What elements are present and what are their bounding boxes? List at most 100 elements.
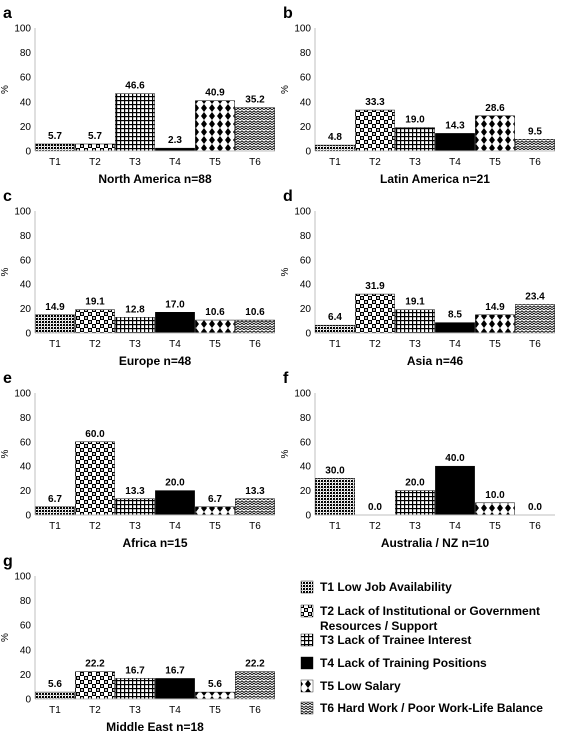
bar-T2 [355,293,395,334]
data-label: 0.0 [368,502,382,513]
legend-label: T5 Low Salary [320,679,401,693]
data-label: 35.2 [245,95,265,106]
legend: T1 Low Job Availability T2 Lack of Instit… [300,580,543,715]
y-axis-label: % [280,449,291,458]
data-label: 40.9 [205,88,225,99]
x-tick-label: T2 [369,157,381,168]
panel-letter: b [283,5,293,22]
bar-T2 [75,671,115,700]
y-tick-label: 40 [300,97,312,108]
panel-title: Europe n=48 [119,354,192,368]
y-tick-label: 0 [305,147,311,158]
x-tick-label: T5 [209,157,221,168]
x-tick-label: T1 [49,157,61,168]
y-tick-label: 20 [300,122,312,133]
x-tick-label: T1 [329,521,341,532]
x-tick-label: T6 [529,339,541,350]
panel-letter: a [3,5,12,22]
bar-T6 [515,304,555,334]
data-label: 16.7 [165,665,185,676]
legend-swatch [300,604,314,618]
bar-T3 [395,127,435,152]
data-label: 13.3 [245,486,265,497]
data-label: 5.7 [88,131,102,142]
y-tick-label: 80 [300,48,312,59]
y-tick-label: 100 [14,572,31,583]
y-tick-label: 0 [305,511,311,522]
bar-T5 [475,314,515,334]
bar-T1 [315,324,355,334]
bar-T3 [115,93,155,152]
y-tick-label: 40 [20,645,32,656]
y-tick-label: 60 [20,73,32,84]
panel-letter: c [3,188,12,205]
panel-title: Asia n=46 [407,354,464,368]
data-label: 5.6 [48,679,62,690]
x-tick-label: T2 [89,521,101,532]
bar-T4 [155,678,195,700]
data-label: 22.2 [85,659,105,670]
bar-T3 [115,317,155,334]
bar-T3 [395,490,435,516]
bar-T5 [475,115,515,152]
bar-T5 [195,319,235,334]
y-tick-label: 80 [20,231,32,242]
legend-item-T4: T4 Lack of Training Positions [300,656,487,670]
data-label: 6.4 [328,312,342,323]
data-label: 12.8 [125,304,145,315]
x-tick-label: T4 [449,339,461,350]
y-tick-label: 80 [20,413,32,424]
x-tick-label: T3 [409,521,421,532]
x-tick-label: T5 [209,521,221,532]
legend-label: T2 Lack of Institutional or Government [320,604,540,618]
legend-swatch [300,656,314,670]
y-tick-label: 60 [300,437,312,448]
data-label: 40.0 [445,453,465,464]
chart-panel-a: a 0 20 40 60 80 100% 5.7 T1 5.7 T2 46.6 T3 2.3 T4 40.9 T… [0,5,275,186]
y-tick-label: 80 [300,231,312,242]
y-axis-label: % [0,267,11,276]
legend-label: T1 Low Job Availability [320,580,452,594]
panel-title: North America n=88 [98,172,212,186]
y-tick-label: 20 [20,486,32,497]
y-tick-label: 100 [294,389,311,400]
x-tick-label: T4 [449,157,461,168]
bar-T5 [195,100,235,152]
x-tick-label: T4 [169,521,181,532]
data-label: 20.0 [165,478,185,489]
y-tick-label: 60 [300,255,312,266]
legend-swatch [300,580,314,594]
y-tick-label: 0 [25,329,31,340]
x-tick-label: T4 [449,521,461,532]
bar-T4 [155,490,195,516]
data-label: 28.6 [485,103,505,114]
y-tick-label: 20 [20,670,32,681]
x-tick-label: T1 [329,157,341,168]
y-tick-label: 20 [20,304,32,315]
data-label: 16.7 [125,665,145,676]
data-label: 33.3 [365,97,385,108]
legend-swatch [300,679,314,693]
x-tick-label: T6 [529,521,541,532]
bar-T1 [35,691,75,700]
bar-T3 [115,678,155,700]
y-tick-label: 60 [20,255,32,266]
data-label: 10.0 [485,490,505,501]
legend-item-T6: T6 Hard Work / Poor Work-Life Balance [300,701,543,715]
y-tick-label: 0 [25,511,31,522]
bar-T2 [355,109,395,152]
legend-item-T1: T1 Low Job Availability [300,580,452,594]
data-label: 10.6 [205,307,225,318]
data-label: 46.6 [125,81,145,92]
bar-T5 [475,502,515,516]
y-axis-label: % [280,267,291,276]
data-label: 6.7 [48,494,62,505]
x-tick-label: T4 [169,157,181,168]
chart-panels: a 0 20 40 60 80 100% 5.7 T1 5.7 T2 46.6 T3 2.3 T4 40.9 T… [0,5,555,732]
bar-T1 [35,506,75,516]
data-label: 5.7 [48,131,62,142]
data-label: 19.1 [85,297,105,308]
x-tick-label: T2 [369,339,381,350]
y-tick-label: 80 [20,48,32,59]
x-tick-label: T5 [489,521,501,532]
